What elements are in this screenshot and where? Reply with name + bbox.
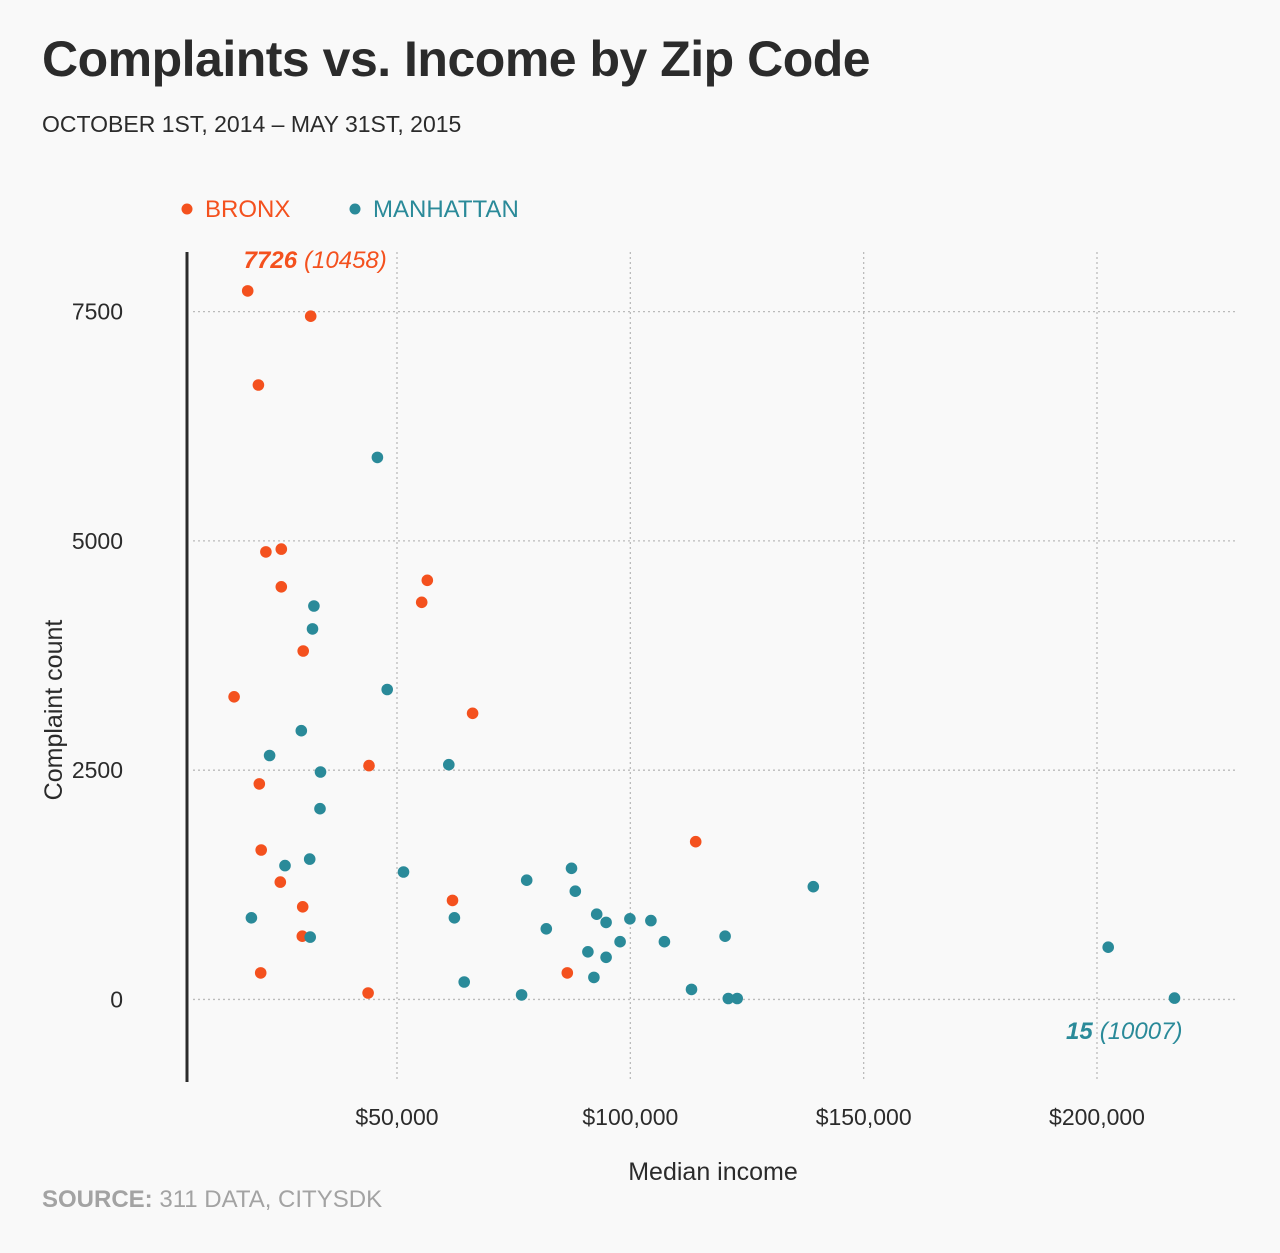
legend-label: BRONX [205,196,290,223]
x-tick-label: $50,000 [355,1104,438,1130]
y-tick-label: 7500 [72,299,123,325]
data-point [295,724,308,737]
data-point [582,946,594,958]
data-point [466,707,479,720]
legend-swatch [349,203,361,215]
y-axis-label: Complaint count [40,620,68,801]
data-points [228,285,1181,1005]
data-point [308,600,320,612]
data-point [253,778,266,790]
data-point [645,914,657,927]
data-point [658,935,671,948]
annotations: 7726 (10458) 15 (10007) [244,247,1183,1045]
data-point [252,379,265,391]
data-point [600,951,612,964]
data-point [588,971,600,984]
data-point [274,876,287,888]
data-point [807,880,820,893]
legend: BRONX MANHATTAN [181,196,519,223]
data-point [279,859,291,872]
data-point [304,310,317,323]
data-point [600,916,612,929]
x-tick-label: $100,000 [582,1104,678,1130]
data-point [685,983,698,996]
data-point [363,759,375,772]
data-point [624,913,636,925]
data-point [245,912,258,924]
data-point [1168,992,1181,1004]
data-point [569,885,582,897]
data-point [255,844,267,856]
data-point [397,866,410,878]
annotation-zip: (10007) [1100,1018,1183,1045]
y-tick-label: 0 [110,986,123,1012]
annotation-zip: (10458) [304,247,387,274]
y-tick-label: 2500 [72,757,123,783]
data-point [297,645,310,657]
data-point [314,802,326,815]
data-point [304,931,317,943]
x-tick-label: $200,000 [1049,1104,1145,1130]
x-axis-label: Median income [628,1158,798,1186]
data-point [303,853,316,865]
data-point [614,935,626,948]
data-point [448,912,461,924]
data-point [415,596,428,609]
data-point [421,574,434,587]
axes: 0 2500 5000 7500 $50,000 $100,000 $150,000 $200… [40,252,1145,1186]
data-point [458,976,471,988]
data-point [590,908,603,920]
data-point [362,987,374,999]
annotation-value: 15 [1066,1018,1093,1045]
data-point [565,862,578,875]
y-tick-label: 5000 [72,528,123,554]
source-text: 311 DATA, CITYSDK [159,1186,383,1213]
data-point [731,992,743,1005]
data-point [1102,941,1114,953]
data-point [520,874,533,886]
data-point [446,894,459,907]
annotation-value: 7726 [244,247,298,274]
data-point [540,923,553,935]
data-point [275,543,288,555]
data-point [314,766,327,778]
data-point [689,835,702,848]
data-point [260,546,272,558]
data-point [561,967,574,979]
data-point [306,623,319,635]
data-point [719,930,731,942]
data-point [296,901,309,913]
data-point [722,992,735,1005]
grid-lines [193,252,1237,1082]
data-point [371,451,384,464]
data-point [241,285,254,297]
point-annotation: 7726 (10458) [244,247,387,274]
legend-swatch [181,203,193,215]
point-annotation: 15 (10007) [1066,1018,1182,1045]
source-note: SOURCE: 311 DATA, CITYSDK [42,1186,382,1214]
chart-title: Complaints vs. Income by Zip Code [42,31,871,87]
data-point [443,758,455,771]
source-label: SOURCE: [42,1186,153,1213]
data-point [228,691,240,703]
data-point [263,749,276,762]
legend-label: MANHATTAN [373,196,519,223]
data-point [381,683,394,696]
data-point [275,581,288,593]
data-point [254,967,267,979]
data-point [515,989,528,1001]
chart-subtitle: OCTOBER 1ST, 2014 – MAY 31ST, 2015 [42,111,462,137]
x-tick-label: $150,000 [816,1104,912,1130]
